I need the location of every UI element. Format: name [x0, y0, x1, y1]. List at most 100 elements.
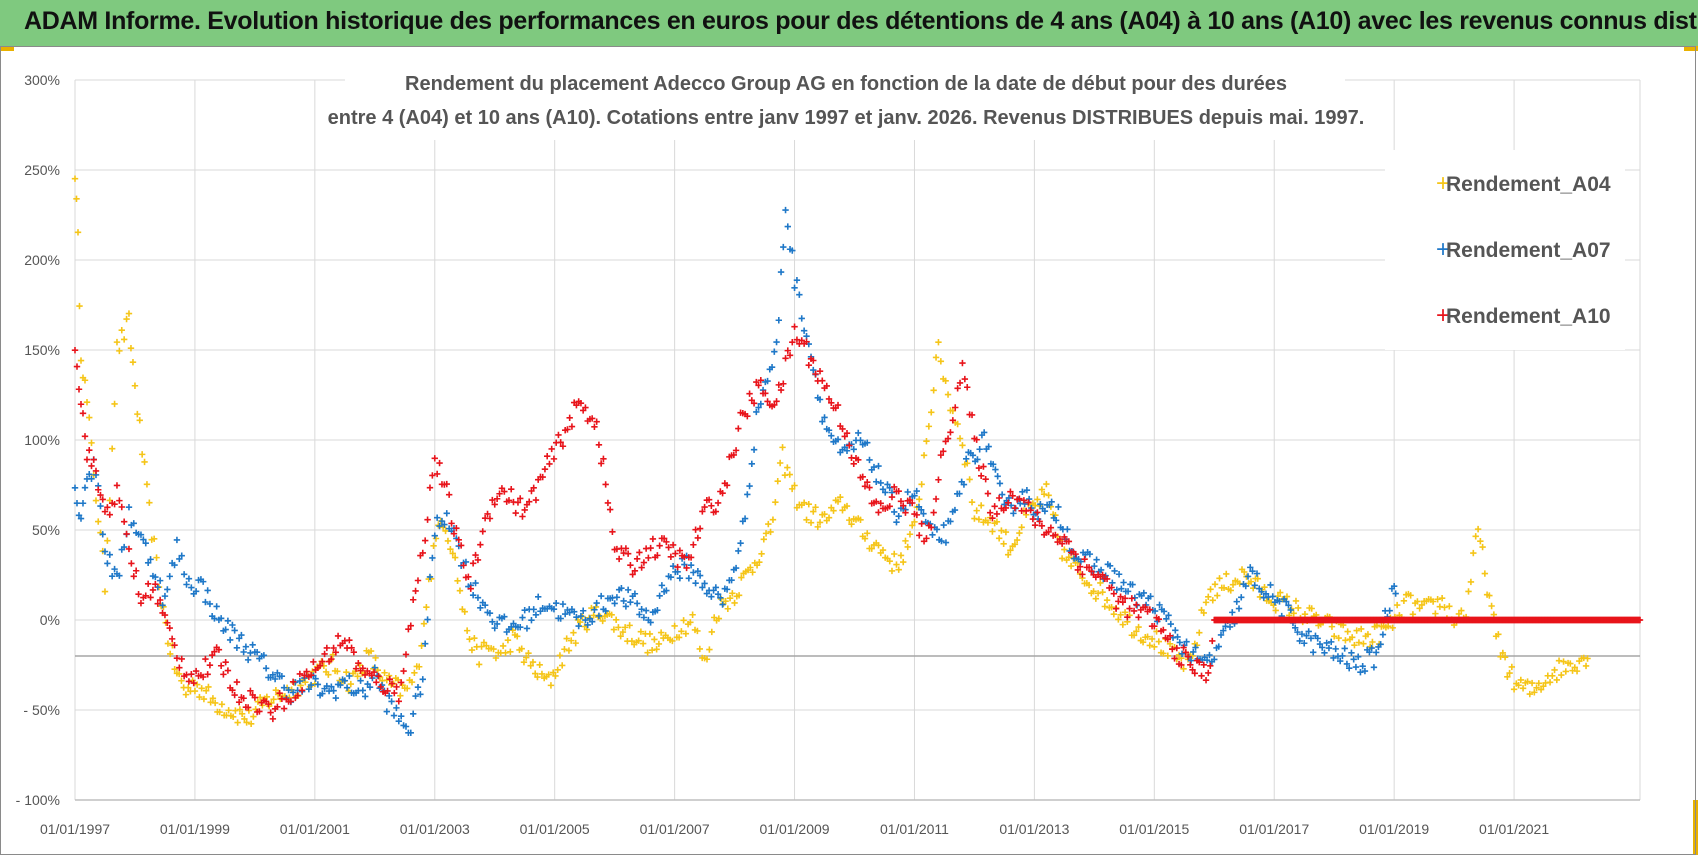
- point-a10: [391, 689, 398, 697]
- point-a10: [269, 715, 277, 723]
- point-a07: [1345, 664, 1353, 672]
- point-a04: [893, 561, 900, 568]
- point-a10: [755, 382, 762, 389]
- point-a04: [325, 671, 332, 678]
- legend-label-a10: Rendement_A10: [1446, 305, 1611, 328]
- point-a10: [199, 673, 207, 681]
- point-a04: [954, 420, 961, 428]
- point-a10: [1187, 661, 1194, 668]
- point-a10: [622, 545, 630, 552]
- point-a10: [384, 687, 391, 695]
- point-a10: [1205, 669, 1212, 677]
- point-a04: [1011, 541, 1019, 548]
- point-a04: [1133, 628, 1140, 635]
- point-a04: [738, 574, 745, 581]
- point-a04: [1562, 668, 1569, 675]
- point-a10: [782, 355, 789, 362]
- point-a04: [451, 554, 459, 561]
- point-a04: [731, 599, 738, 607]
- point-a10: [1209, 637, 1216, 645]
- point-a10: [202, 655, 209, 663]
- point-a10: [1207, 662, 1214, 670]
- point-a04: [178, 677, 185, 684]
- point-a04: [116, 347, 123, 355]
- point-a04: [1045, 492, 1052, 499]
- point-a07: [462, 558, 470, 566]
- point-a10: [1076, 563, 1084, 570]
- point-a04: [561, 646, 568, 653]
- point-a04: [891, 550, 898, 558]
- point-a10: [450, 530, 458, 537]
- chart-title-line-1: Rendement du placement Adecco Group AG e…: [405, 73, 1287, 95]
- point-a10: [319, 658, 326, 665]
- point-a07: [204, 587, 211, 594]
- point-a04: [1103, 596, 1111, 604]
- point-a07: [777, 268, 785, 276]
- point-a10: [916, 532, 923, 539]
- point-a07: [238, 631, 245, 639]
- point-a04: [1115, 616, 1122, 623]
- point-a07: [343, 684, 351, 691]
- point-a10: [859, 473, 866, 480]
- point-a04: [518, 645, 525, 652]
- point-a10: [489, 496, 496, 504]
- point-a04: [1121, 609, 1129, 616]
- point-a07: [285, 686, 292, 694]
- point-a07: [305, 686, 313, 693]
- point-a10: [137, 600, 145, 607]
- point-a04: [1351, 641, 1358, 649]
- point-a10: [388, 680, 396, 687]
- point-a10: [855, 456, 862, 464]
- point-a10: [321, 650, 328, 658]
- point-a04: [113, 338, 121, 346]
- point-a07: [1301, 640, 1308, 647]
- point-a10: [1047, 524, 1055, 531]
- point-a10: [633, 555, 641, 562]
- point-a07: [768, 363, 776, 371]
- point-a10: [1196, 658, 1203, 666]
- point-a04: [708, 628, 715, 636]
- point-a07: [1285, 602, 1292, 609]
- point-a04: [904, 543, 911, 551]
- point-a07: [1226, 623, 1234, 631]
- point-a07: [947, 518, 954, 525]
- point-a07: [1350, 656, 1357, 663]
- point-a07: [1124, 588, 1132, 595]
- point-a07: [633, 600, 641, 607]
- point-a10: [663, 538, 670, 546]
- point-a04: [935, 339, 942, 346]
- point-a10: [397, 679, 405, 686]
- point-a04: [1446, 603, 1453, 610]
- point-a07: [1048, 498, 1055, 506]
- point-a07: [1233, 598, 1240, 605]
- point-a07: [741, 515, 749, 522]
- point-a07: [1325, 644, 1333, 652]
- point-a07: [244, 656, 252, 664]
- point-a10: [361, 671, 369, 679]
- point-a10: [669, 541, 677, 549]
- point-a10: [591, 423, 598, 431]
- point-a10: [274, 703, 281, 711]
- point-a10: [501, 488, 508, 495]
- point-a07: [573, 613, 580, 621]
- point-a10: [517, 495, 524, 502]
- point-a10: [557, 439, 564, 446]
- point-a04: [153, 554, 160, 561]
- point-a04: [1065, 554, 1073, 561]
- point-a04: [1295, 604, 1302, 612]
- point-a04: [1220, 584, 1228, 592]
- point-a10: [1178, 661, 1185, 669]
- point-a04: [786, 471, 793, 478]
- point-a04: [1160, 650, 1167, 657]
- point-a04: [367, 647, 375, 655]
- point-a10: [116, 497, 123, 504]
- point-a07: [1357, 668, 1364, 676]
- point-a07: [477, 604, 484, 612]
- point-a04: [1227, 587, 1234, 594]
- point-a04: [1241, 568, 1248, 576]
- point-a07: [750, 446, 758, 453]
- point-a04: [1441, 604, 1448, 611]
- point-a04: [923, 437, 930, 445]
- point-a04: [807, 519, 815, 526]
- point-a10: [477, 541, 484, 548]
